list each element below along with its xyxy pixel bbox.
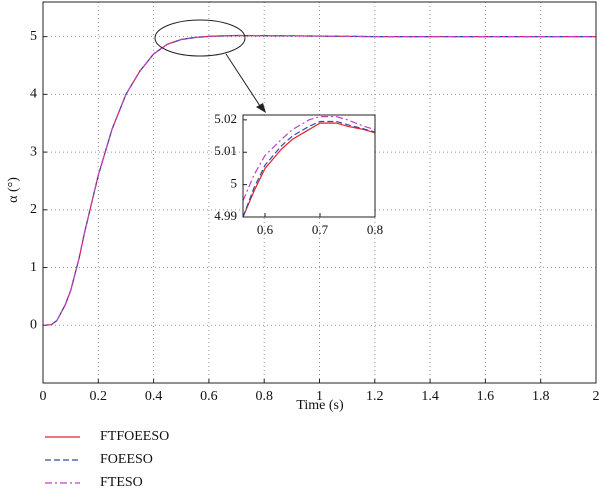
y-tick-label: 4: [30, 87, 37, 102]
x-tick-label: 0.6: [257, 222, 274, 237]
series-line: [243, 122, 375, 217]
legend-label: FTESO: [100, 475, 143, 490]
series-line: [243, 116, 375, 202]
y-tick-label: 3: [30, 144, 37, 159]
zoom-arrow: [225, 53, 263, 110]
y-tick-label: 5.01: [214, 143, 237, 158]
x-tick-label: 1.8: [532, 389, 550, 404]
x-tick-label: 0.7: [312, 222, 329, 237]
x-axis-label: Time (s): [296, 398, 344, 413]
legend-label: FOEESO: [100, 452, 153, 467]
x-tick-label: 1.2: [366, 389, 384, 404]
legend-label: FTFOEESO: [100, 429, 169, 444]
y-tick-label: 2: [30, 202, 37, 217]
x-tick-label: 0: [40, 389, 47, 404]
zoom-ellipse: [154, 19, 246, 57]
y-tick-label: 5: [231, 176, 238, 191]
x-tick-label: 0.8: [255, 389, 273, 404]
series-line: [43, 34, 596, 326]
x-tick-label: 0.4: [145, 389, 163, 404]
x-tick-label: 0.6: [200, 389, 218, 404]
x-tick-label: 1.4: [421, 389, 439, 404]
y-tick-label: 5.02: [214, 111, 237, 126]
plot-frame: [242, 114, 376, 218]
series-line: [243, 120, 375, 217]
y-tick-label: 1: [30, 260, 37, 275]
y-tick-label: 4.99: [214, 208, 237, 223]
plot-area: [243, 115, 375, 217]
x-tick-label: 0.2: [90, 389, 108, 404]
y-tick-label: 0: [30, 317, 37, 332]
y-tick-label: 5: [30, 29, 37, 44]
plot-frame: [42, 1, 597, 384]
x-tick-label: 1.6: [477, 389, 495, 404]
y-axis-label: α (°): [6, 177, 21, 203]
x-tick-label: 2: [593, 389, 600, 404]
x-tick-label: 0.8: [367, 222, 383, 237]
x-tick-label: 1: [316, 389, 323, 404]
zoom-arrowhead: [256, 103, 266, 113]
